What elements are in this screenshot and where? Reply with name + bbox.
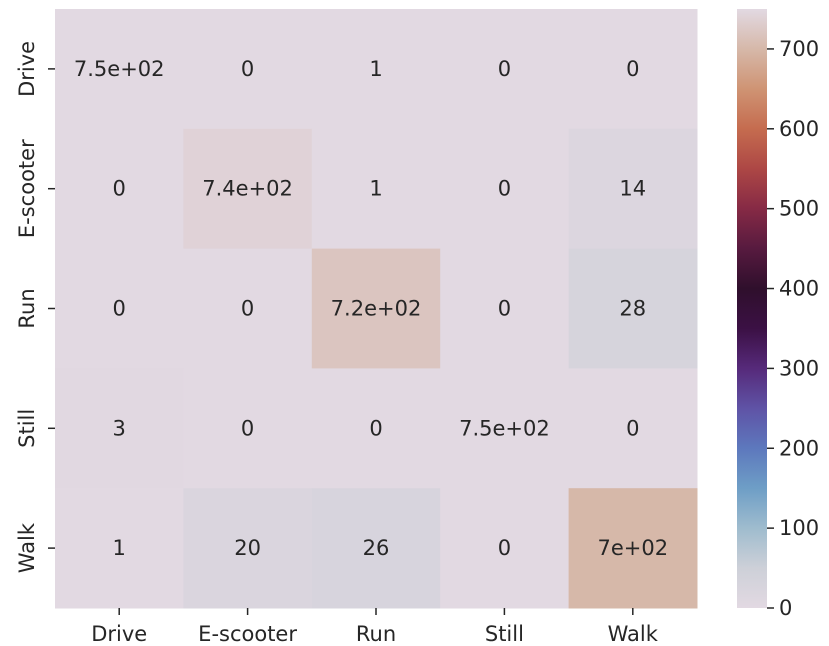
heatmap-annotations: 7.5e+02 0 1 0 0 0 7.4e+02 1 0 14 0 0 7.2e+02 0 28 3 0 0 7.… [74,57,668,560]
cell-annotation: 7.4e+02 [202,177,293,201]
colorbar-tick-label: 100 [779,516,819,540]
colorbar-axis: 0 100 200 300 400 500 600 700 [767,37,819,620]
heatmap-cell [311,248,441,369]
heatmap-cell [311,128,441,250]
heatmap-cell [55,488,184,609]
heatmap-cells [55,9,698,609]
cell-annotation: 28 [619,297,646,321]
heatmap-cell [568,368,698,489]
cell-annotation: 26 [363,536,390,560]
heatmap-cell [440,248,570,369]
cell-annotation: 7.5e+02 [459,416,550,440]
heatmap-cell [183,9,313,130]
heatmap-cell [440,128,570,250]
cell-annotation: 0 [626,57,639,81]
x-tick-label: E-scooter [198,622,297,646]
cell-annotation: 0 [241,57,254,81]
heatmap-cell [568,128,698,250]
colorbar-tick-label: 600 [779,117,819,141]
colorbar-tick-label: 300 [779,356,819,380]
x-axis: Drive E-scooter Run Still Walk [91,608,659,646]
heatmap-cell [568,248,698,369]
colorbar-gradient [737,9,767,608]
heatmap-cell [440,368,570,489]
cell-annotation: 0 [498,177,511,201]
cell-annotation: 1 [369,57,382,81]
heatmap-cell [440,9,570,130]
cell-annotation: 0 [498,536,511,560]
heatmap-cell [55,9,184,130]
cell-annotation: 7e+02 [597,536,668,560]
cell-annotation: 0 [241,297,254,321]
x-tick-label: Still [485,622,524,646]
heatmap-cell [311,9,441,130]
cell-annotation: 0 [369,416,382,440]
heatmap-cell [568,488,698,609]
cell-annotation: 0 [498,57,511,81]
cell-annotation: 3 [113,416,126,440]
heatmap-cell [55,128,184,250]
y-tick-label: Walk [15,522,39,573]
heatmap-cell [55,248,184,369]
cell-annotation: 0 [626,416,639,440]
colorbar [737,9,767,608]
heatmap-cell [183,368,313,489]
heatmap-cell [311,368,441,489]
cell-annotation: 1 [369,177,382,201]
colorbar-tick-label: 200 [779,436,819,460]
heatmap-cell [311,488,441,609]
cell-annotation: 14 [619,177,646,201]
colorbar-tick-label: 700 [779,37,819,61]
cell-annotation: 7.5e+02 [74,57,165,81]
x-tick-label: Run [356,622,396,646]
heatmap-cell [440,488,570,609]
cell-annotation: 0 [113,177,126,201]
cell-annotation: 0 [113,297,126,321]
y-tick-label: E-scooter [15,139,39,238]
heatmap-cell [568,9,698,130]
cell-annotation: 20 [234,536,261,560]
x-tick-label: Walk [608,622,659,646]
heatmap-cell [55,368,184,489]
cell-annotation: 0 [241,416,254,440]
colorbar-tick-label: 400 [779,277,819,301]
cell-annotation: 0 [498,297,511,321]
y-tick-label: Still [15,409,39,448]
colorbar-tick-label: 0 [779,596,792,620]
colorbar-tick-label: 500 [779,197,819,221]
y-axis: Drive E-scooter Run Still Walk [15,41,55,573]
heatmap-cell [183,128,313,250]
y-tick-label: Drive [15,41,39,97]
cell-annotation: 1 [113,536,126,560]
heatmap-cell [183,248,313,369]
cell-annotation: 7.2e+02 [331,297,422,321]
x-tick-label: Drive [91,622,147,646]
y-tick-label: Run [15,288,39,328]
heatmap-cell [183,488,313,609]
